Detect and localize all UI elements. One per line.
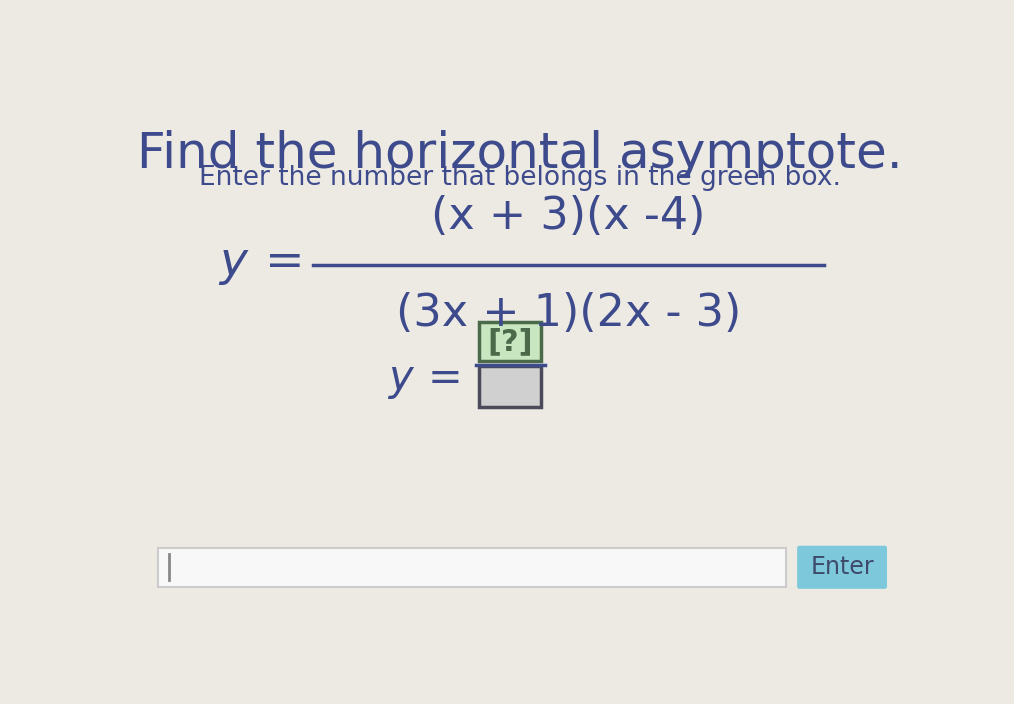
Text: $y\, =$: $y\, =$ [387, 359, 460, 401]
Text: Enter the number that belongs in the green box.: Enter the number that belongs in the gre… [199, 165, 841, 191]
Text: [?]: [?] [488, 327, 533, 356]
Text: (3x + 1)(2x - 3): (3x + 1)(2x - 3) [395, 291, 741, 334]
FancyBboxPatch shape [480, 322, 541, 361]
FancyBboxPatch shape [797, 546, 887, 589]
Text: Find the horizontal asymptote.: Find the horizontal asymptote. [137, 130, 902, 178]
Text: (x + 3)(x -4): (x + 3)(x -4) [431, 195, 706, 238]
Text: Enter: Enter [810, 555, 874, 579]
Text: $y\, =$: $y\, =$ [218, 242, 301, 287]
FancyBboxPatch shape [158, 548, 786, 586]
FancyBboxPatch shape [480, 366, 541, 407]
